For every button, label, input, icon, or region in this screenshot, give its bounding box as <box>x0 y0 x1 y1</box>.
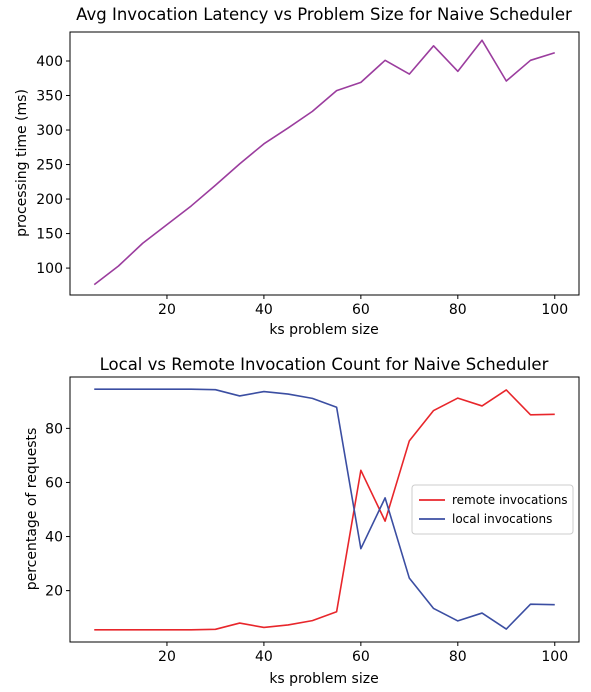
invocation-y-tick-label: 40 <box>45 530 63 546</box>
legend-label-remote-invocations: remote invocations <box>452 493 568 507</box>
latency-y-axis-label: processing time (ms) <box>14 89 30 237</box>
invocation-series <box>94 388 555 631</box>
invocation-plot-frame <box>69 376 580 643</box>
latency-x-tick-label: 40 <box>255 302 273 318</box>
latency-x-tick-label: 100 <box>541 302 568 318</box>
latency-y-tick-label: 250 <box>36 158 63 174</box>
invocation-x-tick-label: 40 <box>255 649 273 665</box>
invocation-chart-title: Local vs Remote Invocation Count for Nai… <box>100 355 549 374</box>
series-line-local-invocations <box>94 388 555 630</box>
latency-x-tick-label: 80 <box>449 302 467 318</box>
legend-label-local-invocations: local invocations <box>452 512 552 526</box>
invocation-x-tick-label: 100 <box>541 649 568 665</box>
series-line-remote-invocations <box>94 389 555 631</box>
legend-frame <box>411 484 574 535</box>
invocation-x-tick-label: 20 <box>158 649 176 665</box>
invocation-x-tick-label: 60 <box>352 649 370 665</box>
latency-plot-frame <box>69 31 580 296</box>
invocation-y-tick-label: 60 <box>45 475 63 491</box>
latency-y-tick-label: 150 <box>36 227 63 243</box>
invocation-y-tick-label: 80 <box>45 421 63 437</box>
invocation-y-axis-label: percentage of requests <box>24 428 40 591</box>
series-line-latency <box>93 39 555 286</box>
invocation-x-tick-label: 80 <box>449 649 467 665</box>
invocation-legend: remote invocations local invocations <box>411 484 574 535</box>
latency-x-axis-label: ks problem size <box>269 322 378 338</box>
latency-y-tick-label: 100 <box>36 261 63 277</box>
latency-x-tick-label: 20 <box>158 302 176 318</box>
latency-y-tick-label: 350 <box>36 89 63 105</box>
latency-chart-title: Avg Invocation Latency vs Problem Size f… <box>76 5 572 24</box>
invocation-count-chart: Local vs Remote Invocation Count for Nai… <box>24 355 580 687</box>
invocation-y-tick-label: 20 <box>45 584 63 600</box>
latency-ticks: 20 40 60 80 100 100 150 200 250 300 350 400 <box>36 54 568 318</box>
invocation-ticks: 20 40 60 80 100 20 40 60 80 <box>45 421 568 665</box>
latency-x-tick-label: 60 <box>352 302 370 318</box>
latency-y-tick-label: 300 <box>36 123 63 139</box>
latency-y-tick-label: 200 <box>36 192 63 208</box>
latency-chart: Avg Invocation Latency vs Problem Size f… <box>14 5 580 338</box>
latency-y-tick-label: 400 <box>36 54 63 70</box>
invocation-x-axis-label: ks problem size <box>269 671 378 687</box>
latency-series <box>93 39 555 286</box>
